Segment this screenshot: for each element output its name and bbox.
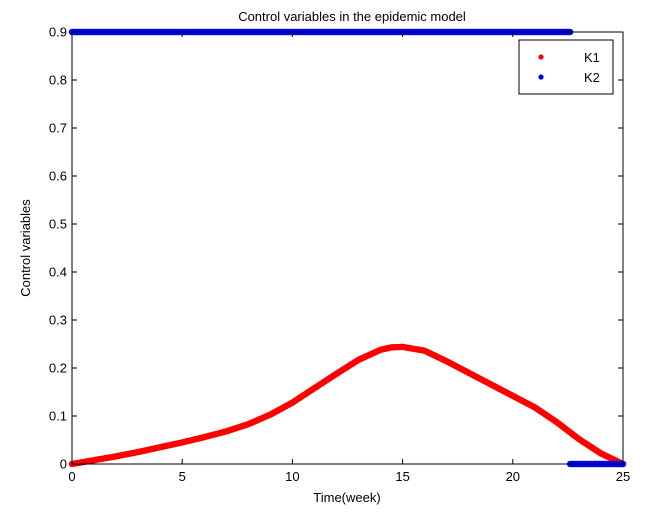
y-tick-label: 0.9 (49, 25, 67, 40)
y-tick-label: 0.4 (49, 265, 67, 280)
y-tick-label: 0.7 (49, 121, 67, 136)
axes-frame (71, 31, 624, 465)
legend-marker-k1 (538, 54, 544, 60)
axes-box (72, 32, 623, 464)
series-k2 (68, 28, 627, 468)
x-axis-ticks: 0 5 10 15 20 25 (68, 32, 630, 484)
chart-title: Control variables in the epidemic model (238, 9, 466, 24)
series-layer (68, 28, 627, 468)
legend-label-k2: K2 (584, 70, 600, 85)
x-tick-label: 10 (285, 469, 299, 484)
y-tick-label: 0.1 (49, 409, 67, 424)
y-tick-label: 0.3 (49, 313, 67, 328)
x-tick-label: 5 (179, 469, 186, 484)
plot-area: 0 5 10 15 20 25 0 0.1 0.2 0.3 0.4 0.5 0.6 0.7 0.8 0.9 (49, 25, 630, 485)
x-tick-label: 20 (506, 469, 520, 484)
x-tick-label: 0 (68, 469, 75, 484)
y-tick-label: 0 (60, 457, 67, 472)
y-tick-label: 0.6 (49, 169, 67, 184)
y-axis-ticks: 0 0.1 0.2 0.3 0.4 0.5 0.6 0.7 0.8 0.9 (49, 25, 623, 472)
legend-label-k1: K1 (584, 50, 600, 65)
y-tick-label: 0.8 (49, 73, 67, 88)
y-tick-label: 0.2 (49, 361, 67, 376)
legend-box (518, 39, 614, 95)
x-tick-label: 25 (616, 469, 630, 484)
y-axis-label: Control variables (18, 199, 33, 297)
x-axis-label: Time(week) (313, 490, 380, 505)
x-tick-label: 15 (395, 469, 409, 484)
series-k1 (68, 343, 627, 468)
legend-marker-k2 (538, 74, 544, 80)
y-tick-label: 0.5 (49, 217, 67, 232)
